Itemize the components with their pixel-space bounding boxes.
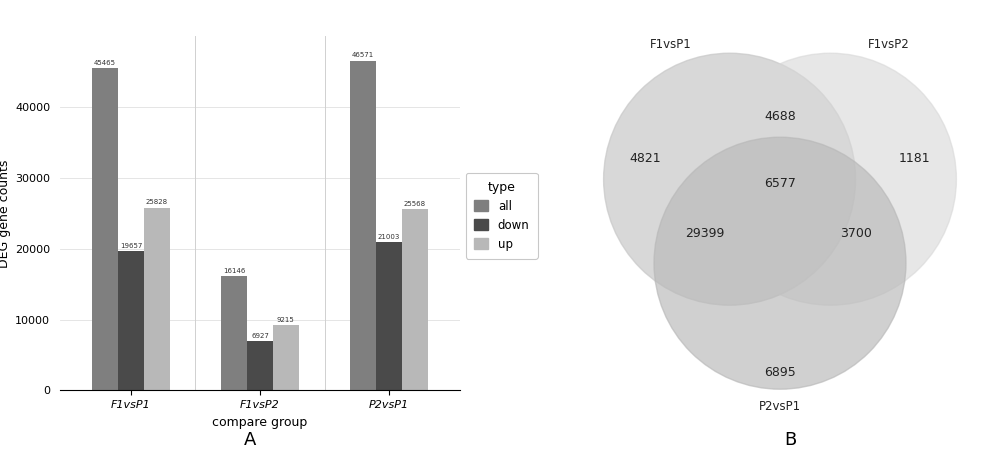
Text: 9215: 9215 (277, 317, 295, 323)
Circle shape (604, 53, 856, 305)
Bar (376, 242, 402, 390)
Text: 3700: 3700 (840, 227, 872, 240)
Legend: all, down, up: all, down, up (466, 173, 538, 259)
Circle shape (704, 53, 956, 305)
Text: 25828: 25828 (146, 199, 168, 205)
Bar (92, 69, 118, 390)
Text: 21003: 21003 (378, 233, 400, 240)
Text: 4688: 4688 (764, 110, 796, 123)
Bar (221, 276, 247, 390)
Text: 25568: 25568 (404, 201, 426, 207)
Text: P2vsP1: P2vsP1 (759, 400, 801, 413)
Bar (273, 325, 299, 390)
Bar (144, 207, 170, 390)
Bar (350, 60, 376, 390)
Bar (247, 341, 273, 390)
Text: 1181: 1181 (899, 152, 930, 165)
X-axis label: compare group: compare group (212, 416, 308, 429)
Text: F1vsP2: F1vsP2 (868, 38, 910, 51)
Bar (118, 251, 144, 390)
Circle shape (654, 137, 906, 389)
Text: 6895: 6895 (764, 366, 796, 379)
Text: 6927: 6927 (251, 333, 269, 339)
Bar (402, 209, 428, 390)
Text: 16146: 16146 (223, 268, 245, 274)
Text: 45465: 45465 (94, 60, 116, 66)
Y-axis label: DEG gene counts: DEG gene counts (0, 159, 11, 267)
Text: 29399: 29399 (685, 227, 724, 240)
Text: 6577: 6577 (764, 177, 796, 190)
Text: F1vsP1: F1vsP1 (650, 38, 692, 51)
Text: 46571: 46571 (352, 53, 374, 59)
Text: 4821: 4821 (630, 152, 661, 165)
Text: B: B (784, 431, 796, 449)
Text: A: A (244, 431, 256, 449)
Text: 19657: 19657 (120, 243, 142, 249)
